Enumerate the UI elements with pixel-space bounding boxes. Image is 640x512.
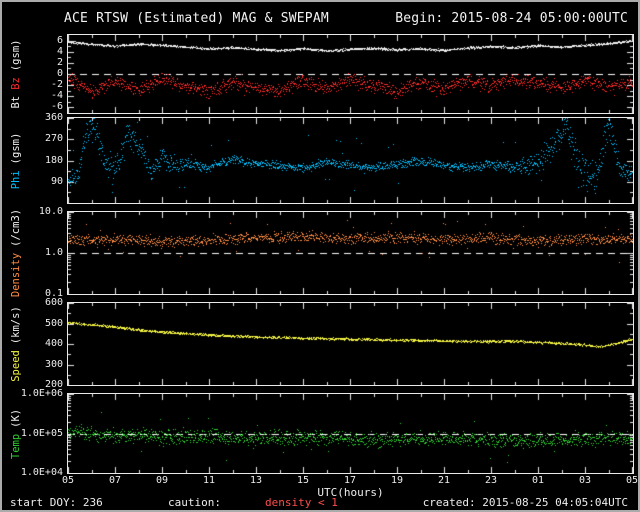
trace-canvas-speed bbox=[68, 303, 633, 385]
y-axis-label-part: Temp bbox=[10, 433, 22, 459]
y-axis-label-part: (gsm) bbox=[10, 132, 22, 164]
y-tick-label: 4 bbox=[56, 45, 63, 57]
panel-phi bbox=[67, 117, 634, 204]
x-tick-label: 09 bbox=[155, 475, 169, 486]
y-tick-label: -4 bbox=[50, 90, 63, 102]
y-axis-label-density: Density (/cm3) bbox=[10, 206, 22, 300]
y-tick-label: 360 bbox=[44, 112, 63, 123]
x-tick-label: 21 bbox=[437, 475, 451, 486]
x-tick-label: 15 bbox=[296, 475, 310, 486]
trace-canvas-temp bbox=[68, 394, 633, 473]
caution-value: density < 1 bbox=[265, 496, 338, 509]
x-tick-label: 05 bbox=[625, 475, 639, 486]
y-axis-label-part: Phi bbox=[10, 169, 22, 189]
y-axis-label-temp: Temp (K) bbox=[10, 405, 22, 461]
y-tick-label: 200 bbox=[44, 379, 63, 390]
panel-mag bbox=[67, 34, 634, 114]
x-tick-label: 23 bbox=[484, 475, 498, 486]
y-tick-label: 1.0 bbox=[44, 247, 63, 258]
created-timestamp: created: 2015-08-25 04:05:04UTC bbox=[422, 496, 628, 509]
begin-timestamp: Begin: 2015-08-24 05:00:00UTC bbox=[395, 11, 628, 26]
panel-speed bbox=[67, 302, 634, 386]
x-tick-label: 03 bbox=[578, 475, 592, 486]
y-axis-label-part: (/cm3) bbox=[10, 208, 22, 247]
y-tick-label: 500 bbox=[44, 317, 63, 329]
plot-title: ACE RTSW (Estimated) MAG & SWEPAM bbox=[64, 11, 329, 26]
y-axis-label-mag: Bt Bz (gsm) bbox=[10, 37, 22, 112]
x-tick-label: 05 bbox=[61, 475, 75, 486]
trace-canvas-phi bbox=[68, 118, 633, 203]
y-axis-label-part: Bz bbox=[10, 77, 22, 90]
x-tick-label: 07 bbox=[108, 475, 122, 486]
y-axis-label-part: (gsm) bbox=[10, 39, 22, 72]
y-tick-label: 400 bbox=[44, 338, 63, 349]
trace-canvas-mag bbox=[68, 35, 633, 113]
x-tick-label: 17 bbox=[343, 475, 357, 486]
x-tick-label: 19 bbox=[390, 475, 404, 486]
y-tick-label: 0 bbox=[56, 68, 63, 79]
y-tick-label: 1.0E+04 bbox=[20, 467, 63, 478]
caution-label: caution: bbox=[168, 496, 221, 509]
y-axis-label-part: (K) bbox=[10, 408, 22, 428]
y-tick-label: 2 bbox=[56, 56, 63, 68]
y-axis-label-part: Bt bbox=[10, 95, 22, 109]
y-tick-label: 600 bbox=[44, 297, 63, 308]
trace-canvas-density bbox=[68, 212, 633, 294]
y-axis-label-part: Density bbox=[10, 252, 22, 298]
y-tick-label: 180 bbox=[44, 154, 63, 166]
panel-temp bbox=[67, 393, 634, 474]
y-axis-label-part: Speed bbox=[10, 350, 22, 382]
x-axis-title: UTC(hours) bbox=[317, 486, 384, 499]
y-tick-label: 1.0E+05 bbox=[20, 427, 63, 439]
y-tick-label: 90 bbox=[50, 175, 63, 187]
y-tick-label: 10.0 bbox=[38, 206, 63, 217]
x-tick-label: 01 bbox=[531, 475, 545, 486]
x-tick-label: 11 bbox=[202, 475, 216, 486]
panel-density bbox=[67, 211, 634, 295]
y-tick-label: 0.1 bbox=[44, 288, 63, 299]
y-axis-label-speed: Speed (km/s) bbox=[10, 303, 22, 385]
y-tick-label: 1.0E+06 bbox=[20, 388, 63, 399]
y-tick-label: 6 bbox=[56, 34, 63, 46]
y-tick-label: 270 bbox=[44, 133, 63, 145]
x-tick-label: 13 bbox=[249, 475, 263, 486]
y-tick-label: -6 bbox=[50, 101, 63, 113]
y-axis-label-phi: Phi (gsm) bbox=[10, 129, 22, 192]
y-tick-label: -2 bbox=[50, 79, 63, 91]
y-tick-label: 300 bbox=[44, 358, 63, 370]
y-axis-label-part: (km/s) bbox=[10, 306, 22, 345]
start-doy-label: start DOY: 236 bbox=[10, 496, 103, 509]
